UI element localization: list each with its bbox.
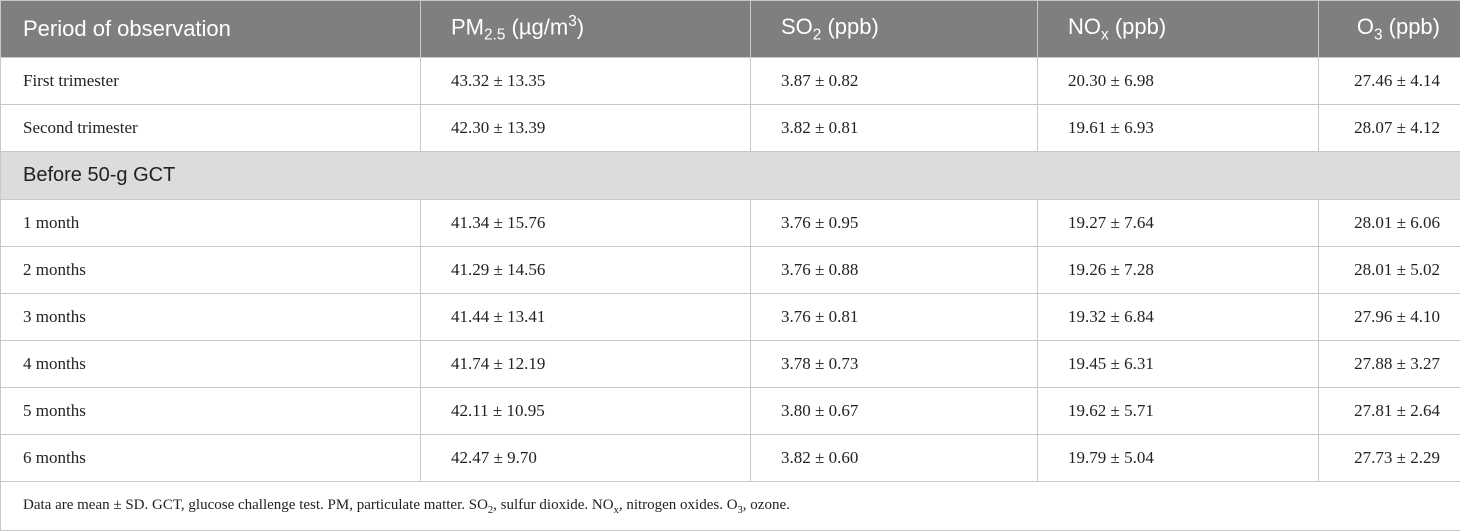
text: (ppb) <box>1382 13 1440 39</box>
cell: 42.47 ± 9.70 <box>420 434 751 482</box>
row: 4 months 41.74 ± 12.19 3.78 ± 0.73 19.45 ± … <box>0 340 1460 388</box>
cell: 19.79 ± 5.04 <box>1037 434 1319 482</box>
row: 6 months 42.47 ± 9.70 3.82 ± 0.60 19.79 ± 5… <box>0 434 1460 482</box>
row-label: Second trimester <box>0 104 421 152</box>
text: , sulfur dioxide. NO <box>493 496 614 513</box>
row: 2 months 41.29 ± 14.56 3.76 ± 0.88 19.26 ± … <box>0 246 1460 294</box>
row-label: 2 months <box>0 246 421 294</box>
superscript: 3 <box>568 13 577 31</box>
header-cell: O3 (ppb) <box>1318 0 1460 58</box>
row: First trimester 43.32 ± 13.35 3.87 ± 0.82 2… <box>0 57 1460 105</box>
subscript: x <box>1101 26 1109 44</box>
cell: 43.32 ± 13.35 <box>420 57 751 105</box>
cell: 3.76 ± 0.95 <box>750 199 1038 247</box>
subscript: 2.5 <box>484 26 506 44</box>
cell: 27.73 ± 2.29 <box>1318 434 1460 482</box>
cell: 28.07 ± 4.12 <box>1318 104 1460 152</box>
text: (µg/m <box>505 14 569 40</box>
text: Period of observation <box>23 16 231 41</box>
cell: 41.44 ± 13.41 <box>420 293 751 341</box>
cell: 27.81 ± 2.64 <box>1318 387 1460 435</box>
text: ) <box>576 14 585 40</box>
row-label: First trimester <box>0 57 421 105</box>
cell: 42.11 ± 10.95 <box>420 387 751 435</box>
row-label: 1 month <box>0 199 421 247</box>
row-label: 6 months <box>0 434 421 482</box>
footnote-row: Data are mean ± SD. GCT, glucose challen… <box>0 481 1460 531</box>
cell: 41.74 ± 12.19 <box>420 340 751 388</box>
cell: 19.62 ± 5.71 <box>1037 387 1319 435</box>
cell: 41.34 ± 15.76 <box>420 199 751 247</box>
row: 1 month 41.34 ± 15.76 3.76 ± 0.95 19.27 ± 7… <box>0 199 1460 247</box>
header-cell: Period of observation <box>0 0 421 58</box>
header-cell: SO2 (ppb) <box>750 0 1038 58</box>
cell: 27.96 ± 4.10 <box>1318 293 1460 341</box>
cell: 3.76 ± 0.81 <box>750 293 1038 341</box>
row: 5 months 42.11 ± 10.95 3.80 ± 0.67 19.62 ± … <box>0 387 1460 435</box>
text: SO <box>781 13 813 39</box>
cell: 27.46 ± 4.14 <box>1318 57 1460 105</box>
row-label: 3 months <box>0 293 421 341</box>
text: O <box>1356 13 1374 39</box>
cell: 19.26 ± 7.28 <box>1037 246 1319 294</box>
cell: 3.82 ± 0.60 <box>750 434 1038 482</box>
header-cell: NOx (ppb) <box>1037 0 1319 58</box>
cell: 3.78 ± 0.73 <box>750 340 1038 388</box>
row-label: Before 50-g GCT <box>0 151 1460 200</box>
subscript: 3 <box>737 504 743 516</box>
cell: 19.45 ± 6.31 <box>1037 340 1319 388</box>
cell: 19.61 ± 6.93 <box>1037 104 1319 152</box>
section-row: Before 50-g GCT <box>0 151 1460 200</box>
text: NO <box>1068 13 1101 39</box>
text: , nitrogen oxides. O <box>618 496 738 513</box>
subscript: x <box>613 504 619 516</box>
header-cell: PM2.5 (µg/m3) <box>420 0 751 58</box>
text: (ppb) <box>821 13 879 39</box>
cell: 28.01 ± 5.02 <box>1318 246 1460 294</box>
cell: 3.80 ± 0.67 <box>750 387 1038 435</box>
header-row: Period of observation PM2.5 (µg/m3) SO2 (p… <box>0 0 1460 58</box>
row: 3 months 41.44 ± 13.41 3.76 ± 0.81 19.32 ± … <box>0 293 1460 341</box>
cell: 3.87 ± 0.82 <box>750 57 1038 105</box>
cell: 19.27 ± 7.64 <box>1037 199 1319 247</box>
cell: 42.30 ± 13.39 <box>420 104 751 152</box>
text: PM <box>451 14 484 40</box>
cell: 20.30 ± 6.98 <box>1037 57 1319 105</box>
cell: 27.88 ± 3.27 <box>1318 340 1460 388</box>
text: , ozone. <box>742 496 790 513</box>
subscript: 3 <box>1373 26 1383 44</box>
cell: 28.01 ± 6.06 <box>1318 199 1460 247</box>
subscript: 2 <box>487 504 494 516</box>
row: Second trimester 42.30 ± 13.39 3.82 ± 0.81… <box>0 104 1460 152</box>
cell: 3.76 ± 0.88 <box>750 246 1038 294</box>
subscript: 2 <box>812 26 822 44</box>
text: Data are mean ± SD. GCT, glucose challen… <box>23 496 488 513</box>
cell: 41.29 ± 14.56 <box>420 246 751 294</box>
footnote: Data are mean ± SD. GCT, glucose challen… <box>0 481 1460 531</box>
row-label: 5 months <box>0 387 421 435</box>
cell: 3.82 ± 0.81 <box>750 104 1038 152</box>
text: (ppb) <box>1108 13 1167 39</box>
cell: 19.32 ± 6.84 <box>1037 293 1319 341</box>
row-label: 4 months <box>0 340 421 388</box>
